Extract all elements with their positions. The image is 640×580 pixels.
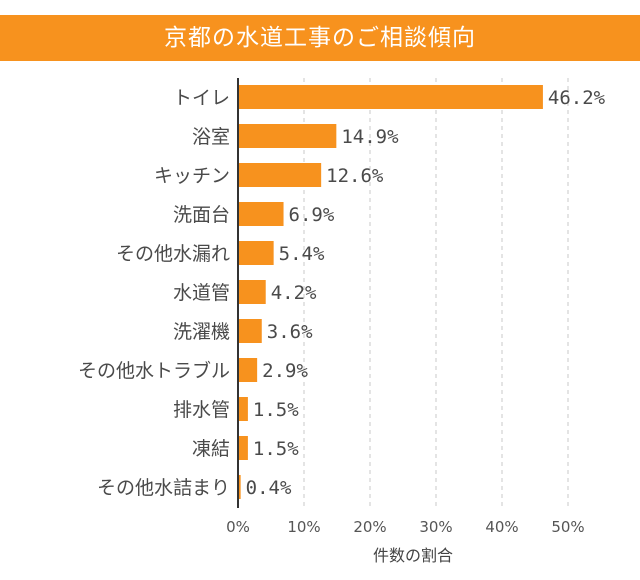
bar	[238, 124, 337, 148]
value-label: 14.9%	[341, 126, 399, 148]
category-label: キッチン	[154, 165, 230, 187]
bar	[238, 280, 266, 304]
category-label: 洗濯機	[173, 321, 230, 343]
value-label: 3.6%	[267, 321, 313, 343]
bar	[238, 358, 258, 382]
category-label: トイレ	[173, 87, 230, 109]
bar	[238, 85, 543, 109]
bar	[238, 436, 248, 460]
x-tick-label: 30%	[419, 518, 452, 536]
value-label: 2.9%	[262, 360, 308, 382]
category-label: 排水管	[173, 399, 230, 421]
bar	[238, 475, 241, 499]
category-label: 洗面台	[173, 204, 230, 226]
bar	[238, 319, 262, 343]
category-label: 水道管	[173, 282, 230, 304]
value-label: 0.4%	[246, 477, 292, 499]
value-label: 46.2%	[548, 87, 606, 109]
value-label: 4.2%	[271, 282, 317, 304]
bar	[238, 397, 248, 421]
x-tick-label: 10%	[287, 518, 320, 536]
category-label: 凍結	[192, 438, 230, 460]
x-tick-label: 50%	[551, 518, 584, 536]
x-axis-title: 件数の割合	[373, 546, 453, 565]
value-label: 1.5%	[253, 399, 299, 421]
category-label: その他水詰まり	[97, 477, 230, 499]
bar	[238, 163, 322, 187]
category-label: その他水トラブル	[78, 359, 230, 382]
bar	[238, 202, 284, 226]
value-label: 1.5%	[253, 438, 299, 460]
category-label: その他水漏れ	[116, 243, 230, 265]
value-label: 5.4%	[279, 243, 325, 265]
category-label: 浴室	[192, 126, 230, 148]
x-tick-label: 20%	[353, 518, 386, 536]
x-tick-label: 0%	[226, 518, 250, 536]
x-tick-label: 40%	[485, 518, 518, 536]
bar	[238, 241, 274, 265]
value-label: 6.9%	[289, 204, 335, 226]
value-label: 12.6%	[326, 165, 384, 187]
chart-title: 京都の水道工事のご相談傾向	[0, 15, 640, 61]
